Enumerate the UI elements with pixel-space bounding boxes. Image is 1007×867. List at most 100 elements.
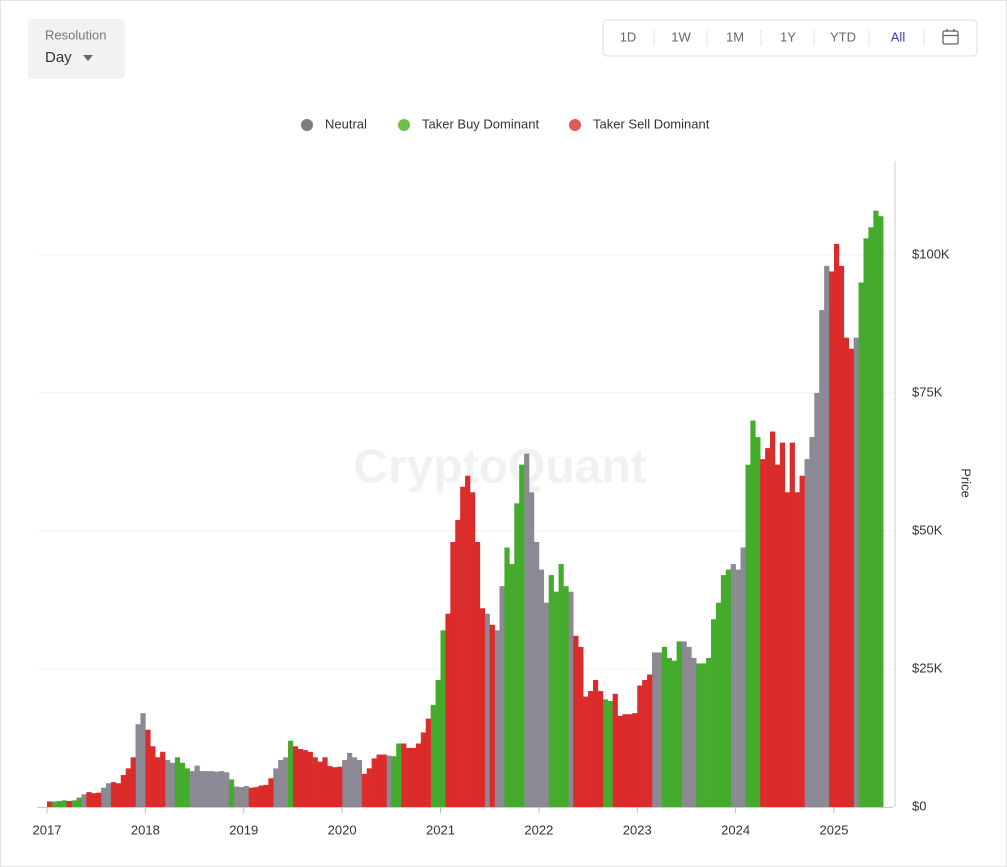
bar — [770, 431, 776, 807]
bar — [711, 619, 717, 807]
bar — [209, 771, 215, 807]
bar — [140, 713, 146, 807]
bar — [228, 779, 235, 807]
bar — [179, 762, 186, 807]
bar — [789, 442, 795, 807]
resolution-label: Resolution — [45, 27, 106, 42]
bar — [165, 760, 171, 807]
bar — [145, 729, 151, 807]
y-tick-label: $100K — [912, 246, 950, 261]
legend-dot — [398, 119, 410, 131]
range-group — [602, 19, 978, 57]
bars — [47, 210, 884, 808]
bar — [115, 783, 122, 807]
bar — [376, 754, 382, 807]
watermark: CryptoQuant — [353, 441, 646, 494]
bar — [617, 715, 623, 807]
bar — [184, 768, 190, 807]
bar — [524, 453, 530, 807]
x-tick-label: 2020 — [328, 822, 357, 837]
range-button[interactable]: 1D — [620, 29, 637, 44]
bar — [794, 492, 800, 807]
bar — [125, 768, 131, 807]
bar — [332, 767, 338, 807]
legend-label: Taker Sell Dominant — [593, 116, 710, 131]
legend-dot — [569, 119, 581, 131]
calendar-icon[interactable] — [942, 29, 959, 45]
bar — [155, 757, 161, 807]
bar — [435, 680, 441, 807]
bar — [666, 657, 672, 807]
bar — [612, 693, 618, 807]
bar — [568, 591, 574, 807]
y-tick-label: $0 — [912, 798, 926, 813]
resolution-value: Day — [45, 49, 72, 66]
bar — [774, 464, 781, 807]
bar — [106, 783, 112, 807]
bar — [632, 713, 638, 807]
bar — [361, 773, 367, 807]
bar — [804, 459, 810, 807]
bar — [529, 492, 535, 807]
bar — [647, 674, 653, 807]
bar — [204, 771, 210, 807]
bar — [622, 714, 628, 807]
resolution-select[interactable] — [28, 19, 125, 79]
bar — [347, 752, 353, 807]
bar — [706, 657, 712, 807]
bar — [504, 547, 510, 807]
bar — [681, 641, 687, 807]
bar — [219, 771, 225, 807]
bar — [243, 786, 249, 807]
y-axis-label: Price — [959, 468, 974, 498]
bar — [543, 602, 549, 807]
bar — [465, 475, 471, 807]
bar — [509, 564, 515, 807]
bar — [406, 747, 412, 807]
bar — [651, 652, 658, 807]
y-tick-label: $50K — [912, 522, 943, 537]
bar — [455, 519, 461, 807]
bar — [381, 754, 387, 807]
bar — [351, 757, 358, 807]
dropdown-arrow — [83, 55, 93, 61]
bar — [342, 760, 348, 807]
bar — [740, 547, 746, 807]
bar — [720, 575, 727, 807]
bar — [671, 660, 677, 807]
bar — [263, 784, 269, 807]
bar — [637, 685, 643, 807]
bar — [460, 486, 466, 807]
bar — [130, 757, 136, 807]
range-button[interactable]: 1Y — [780, 29, 796, 44]
bar — [696, 663, 702, 807]
range-button[interactable]: YTD — [830, 29, 856, 44]
bar — [356, 760, 363, 807]
bar — [583, 696, 589, 807]
bar — [868, 227, 874, 807]
bar — [538, 569, 545, 807]
bar — [288, 740, 294, 807]
bar — [853, 337, 859, 807]
bar — [278, 760, 284, 807]
range-button[interactable]: 1W — [671, 29, 691, 44]
bar — [312, 757, 318, 807]
bar — [273, 768, 279, 807]
x-tick-label: 2018 — [131, 822, 160, 837]
bar — [588, 691, 594, 807]
bar — [519, 464, 525, 807]
range-button[interactable]: 1M — [726, 29, 744, 44]
legend-label: Neutral — [325, 116, 367, 131]
bar — [160, 751, 166, 807]
bar — [573, 635, 579, 807]
legend-label: Taker Buy Dominant — [422, 116, 539, 131]
x-tick-label: 2021 — [426, 822, 455, 837]
x-tick-label: 2024 — [721, 822, 750, 837]
bar — [445, 613, 451, 807]
range-button[interactable]: All — [891, 29, 906, 44]
bar — [514, 503, 520, 807]
bar — [735, 569, 741, 807]
bar — [479, 608, 486, 807]
bar — [386, 755, 392, 807]
